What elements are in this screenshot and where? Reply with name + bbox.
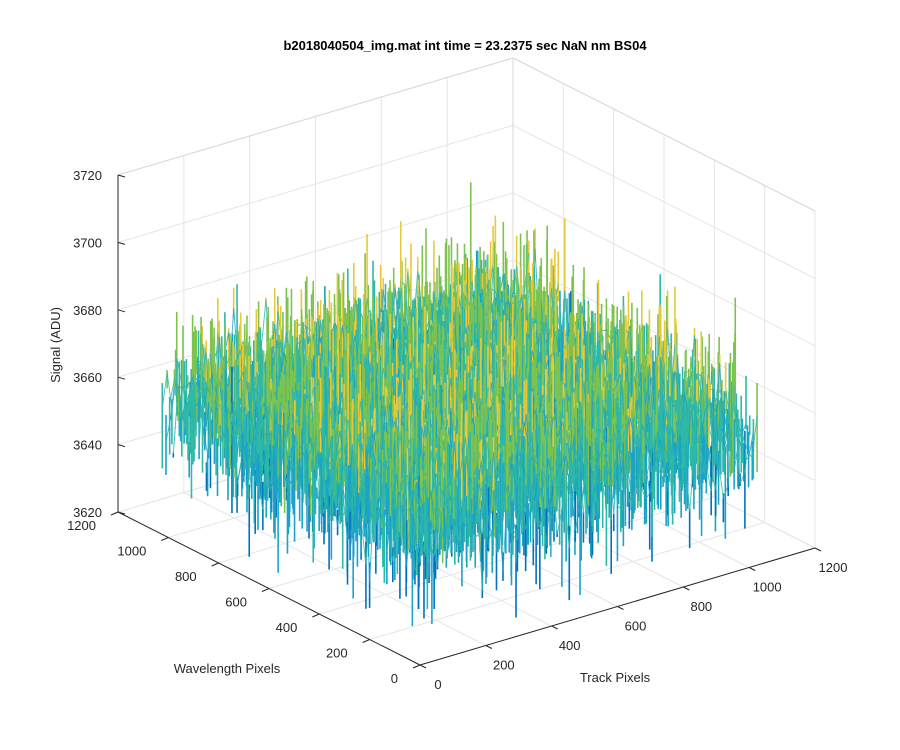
floor-grid-line (369, 522, 765, 640)
surface (161, 182, 758, 627)
box-edge (117, 57, 514, 176)
box-edge (512, 57, 816, 212)
